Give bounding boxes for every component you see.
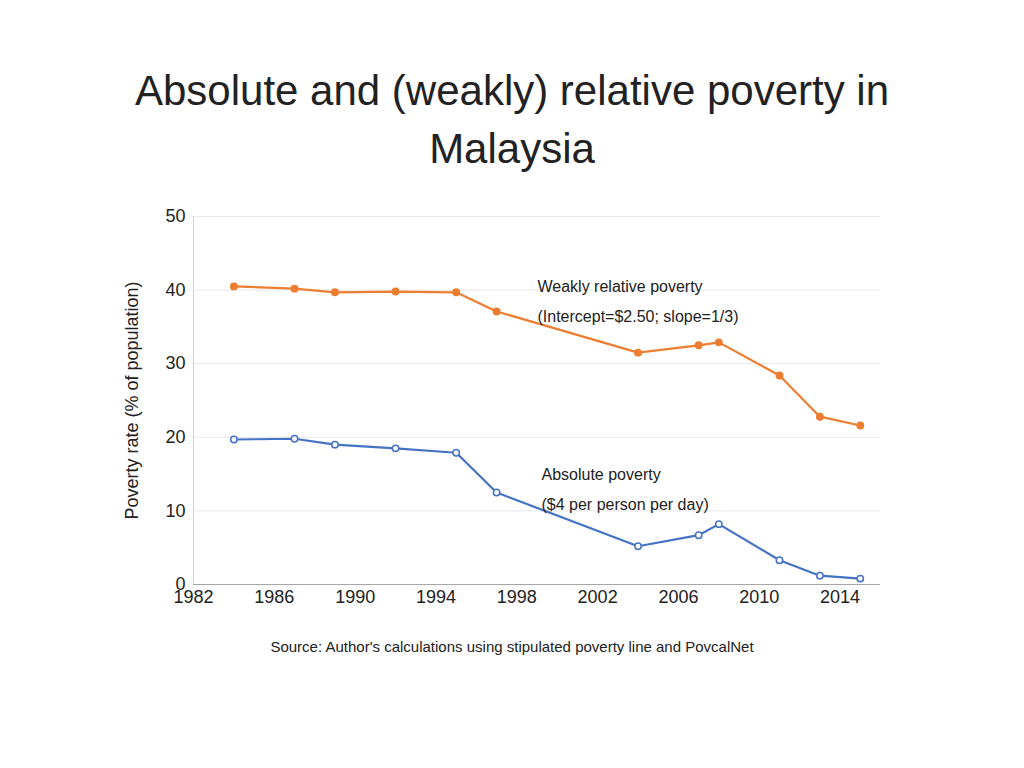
html-text:Source: Author's calculations: Source: Author's calculations using stip… bbox=[270, 638, 754, 655]
svg-text:Weakly relative poverty: Weakly relative poverty bbox=[538, 278, 703, 295]
svg-text:2010: 2010 bbox=[739, 587, 779, 607]
svg-text:40: 40 bbox=[165, 280, 185, 300]
svg-text:2002: 2002 bbox=[578, 587, 618, 607]
svg-text:Absolute poverty: Absolute poverty bbox=[542, 466, 661, 483]
svg-text:Poverty rate (% of population): Poverty rate (% of population) bbox=[122, 281, 142, 519]
svg-text:0: 0 bbox=[175, 574, 186, 595]
svg-text:2006: 2006 bbox=[658, 587, 698, 607]
svg-text:10: 10 bbox=[165, 501, 185, 521]
svg-text:1982: 1982 bbox=[173, 587, 213, 607]
svg-text:1986: 1986 bbox=[254, 587, 294, 607]
svg-text:20: 20 bbox=[165, 427, 185, 447]
html-text:Absolute and (weakly) relative: Absolute and (weakly) relative poverty i… bbox=[135, 67, 889, 172]
svg-text:1994: 1994 bbox=[416, 587, 456, 607]
svg-text:1990: 1990 bbox=[335, 587, 375, 607]
svg-text:2014: 2014 bbox=[820, 587, 860, 607]
svg-text:(Intercept=$2.50; slope=1/3): (Intercept=$2.50; slope=1/3) bbox=[538, 308, 739, 325]
svg-text:($4 per person per day): ($4 per person per day) bbox=[542, 496, 709, 513]
svg-text:50: 50 bbox=[165, 206, 185, 226]
svg-text:1998: 1998 bbox=[497, 587, 537, 607]
svg-text:30: 30 bbox=[165, 353, 185, 373]
